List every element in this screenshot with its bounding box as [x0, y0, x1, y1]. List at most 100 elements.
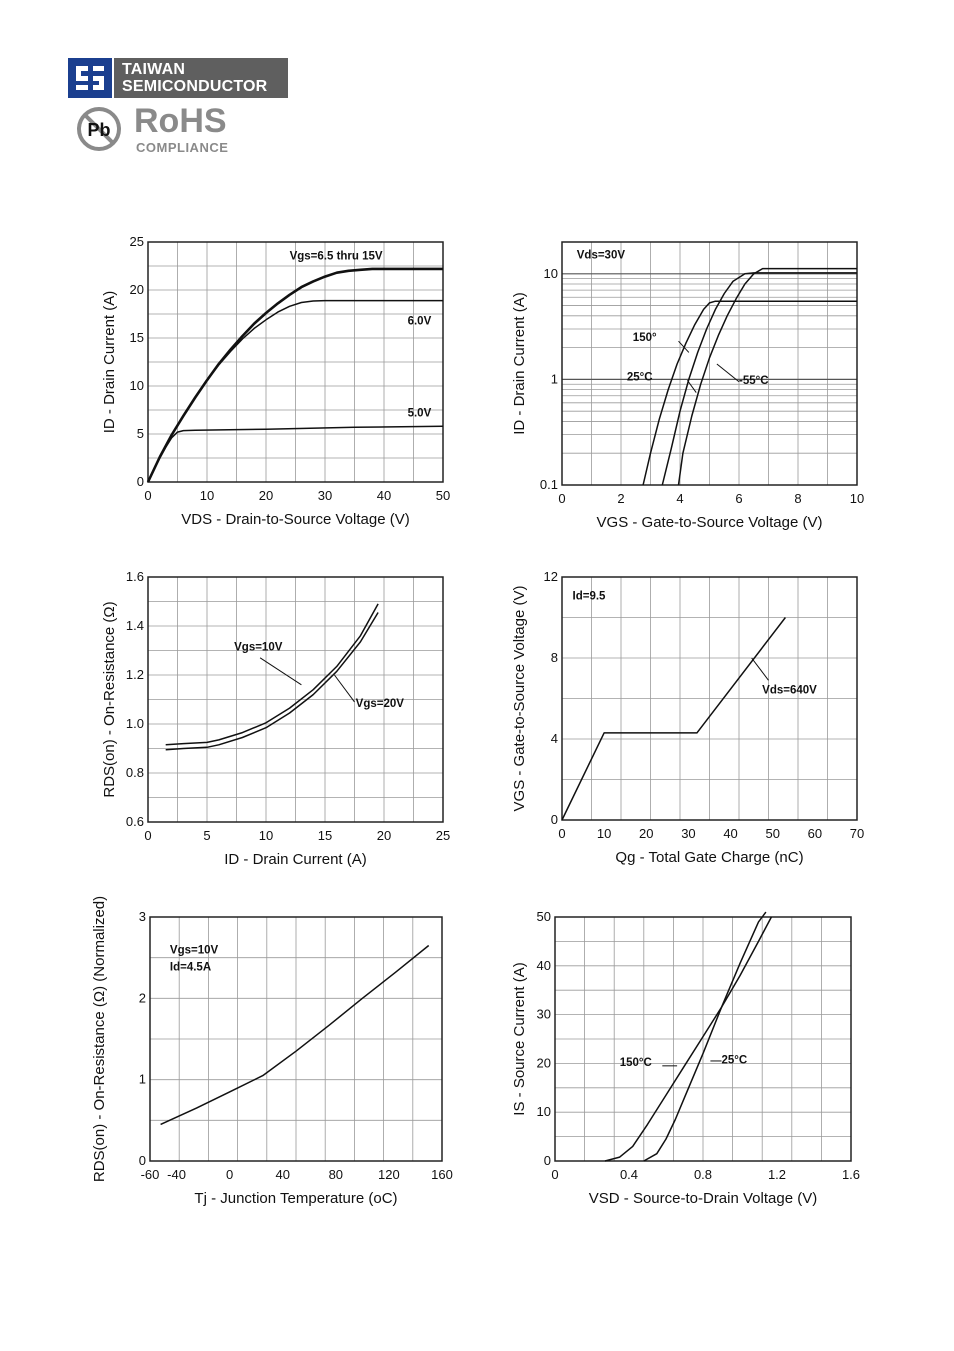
x-tick-label: 0: [551, 1167, 558, 1182]
plot-frame: [149, 916, 443, 1162]
x-tick-label: 20: [377, 828, 391, 843]
annotation-leader: [686, 380, 697, 393]
y-axis-label: IS - Source Current (A): [511, 962, 528, 1115]
x-tick-label: 25: [436, 828, 450, 843]
x-tick-label: 40: [723, 826, 737, 841]
y-tick-label: 30: [537, 1007, 551, 1022]
x-tick-label: 0.4: [620, 1167, 638, 1182]
grid: [562, 577, 857, 820]
x-tick-label: 10: [597, 826, 611, 841]
y-tick-label: 1: [139, 1072, 146, 1087]
annotation-label: 25°C: [627, 371, 653, 383]
x-tick-label: 30: [318, 488, 332, 503]
y-axis-label: ID - Drain Current (A): [511, 292, 528, 435]
y-tick-label: 20: [130, 282, 144, 297]
x-tick-label: 60: [808, 826, 822, 841]
x-tick-label: 1.6: [842, 1167, 860, 1182]
plot-frame: [147, 576, 444, 823]
gate-charge-chart: 0 10 20 30 40 50 60 70 0 4 8 12 Qg - Total Gate Char…: [511, 569, 864, 866]
company-name-box: [114, 58, 288, 98]
x-tick-label: 160: [431, 1167, 453, 1182]
x-tick-label: 40: [377, 488, 391, 503]
annotation-label: 5.0V: [408, 408, 432, 420]
x-tick-label: 40: [275, 1167, 289, 1182]
no-lead-icon: Pb: [77, 107, 121, 151]
y-tick-label: 4: [551, 731, 558, 746]
plot-frame: [554, 916, 852, 1162]
transfer-characteristics-chart: 0 2 4 6 8 10 0.1 1 10 VGS - Gate-to-Source Voltag…: [511, 241, 864, 531]
y-tick-label: 0.8: [126, 765, 144, 780]
rohs-badge: Pb RoHS COMPLIANCE: [76, 102, 276, 156]
x-tick-label: 5: [203, 828, 210, 843]
y-axis-label: RDS(on) - On-Resistance (Ω): [101, 601, 118, 797]
x-tick-label: 0: [558, 826, 565, 841]
series-line-1: [604, 916, 773, 1162]
y-tick-label: 12: [544, 569, 558, 584]
x-tick-label: 0: [144, 828, 151, 843]
y-tick-label: 0.1: [540, 477, 558, 492]
y-tick-label: 1.2: [126, 667, 144, 682]
x-tick-label: 20: [639, 826, 653, 841]
annotation-label: Vgs=6.5 thru 15V: [290, 250, 383, 262]
annotation-label: Vds=640V: [762, 684, 817, 696]
series-line-2: [147, 299, 443, 483]
company-logo: TAIWAN SEMICONDUCTOR: [68, 58, 288, 98]
x-tick-label: 0.8: [694, 1167, 712, 1182]
series-line-3: [147, 425, 444, 483]
series-line-2: [165, 612, 379, 751]
annotation-label: Vgs=10V: [234, 642, 283, 654]
annotation-label: 150°: [633, 332, 657, 344]
x-axis-label: VGS - Gate-to-Source Voltage (V): [597, 514, 823, 531]
x-tick-label: -60: [141, 1167, 160, 1182]
annotation-label: 6.0V: [408, 316, 432, 328]
grid: [562, 242, 857, 485]
grid: [148, 242, 443, 482]
rohs-title: RoHS: [134, 102, 227, 140]
source-drain-diode-chart: 0 0.4 0.8 1.2 1.6 0 10 20 30 40 50 VSD - Source-to-…: [511, 909, 860, 1207]
series-line-1: [160, 944, 430, 1126]
grid: [555, 917, 851, 1161]
annotation-label: Vgs=10V: [170, 945, 219, 957]
annotation-leader: [334, 674, 355, 703]
drain-current-vs-vds-chart: 0 10 20 30 40 50 0 5 10 15 20 25 VDS - Drain-to-Sour…: [101, 234, 450, 528]
y-tick-label: 20: [537, 1055, 551, 1070]
y-tick-label: 10: [537, 1104, 551, 1119]
annotation-label: Vgs=20V: [356, 698, 405, 710]
y-tick-label: 15: [130, 330, 144, 345]
pb-label: Pb: [87, 120, 110, 140]
x-tick-label: 10: [850, 491, 864, 506]
y-tick-label: 40: [537, 958, 551, 973]
x-tick-label: 120: [378, 1167, 400, 1182]
x-tick-label: 70: [850, 826, 864, 841]
y-axis-label: RDS(on) - On-Resistance (Ω) (Normalized): [91, 896, 108, 1182]
series-line-1: [561, 617, 786, 821]
series-line-3: [677, 267, 857, 486]
x-tick-label: 80: [329, 1167, 343, 1182]
annotation-label: 25°C: [722, 1054, 748, 1066]
plot-frame: [147, 241, 444, 483]
y-axis-label: ID - Drain Current (A): [101, 291, 118, 434]
grid: [150, 917, 442, 1161]
x-tick-label: 50: [765, 826, 779, 841]
y-tick-label: 1: [551, 371, 558, 386]
y-tick-label: 10: [130, 378, 144, 393]
annotation-label: Id=4.5A: [170, 962, 211, 974]
plot-frame: [561, 576, 858, 821]
y-tick-label: 3: [139, 909, 146, 924]
x-tick-label: 4: [676, 491, 683, 506]
x-tick-label: -40: [167, 1167, 186, 1182]
y-tick-label: 0: [551, 812, 558, 827]
x-tick-label: 0: [144, 488, 151, 503]
x-tick-label: 50: [436, 488, 450, 503]
x-tick-label: 2: [617, 491, 624, 506]
x-tick-label: 10: [259, 828, 273, 843]
x-tick-label: 0: [558, 491, 565, 506]
y-tick-label: 5: [137, 426, 144, 441]
annotation-label: 150°C: [620, 1057, 652, 1069]
series-line-1: [165, 603, 379, 746]
y-tick-label: 25: [130, 234, 144, 249]
x-axis-label: ID - Drain Current (A): [224, 851, 367, 868]
y-tick-label: 2: [139, 990, 146, 1005]
rohs-compliance: COMPLIANCE: [136, 140, 229, 155]
annotation-leader: [751, 657, 769, 681]
